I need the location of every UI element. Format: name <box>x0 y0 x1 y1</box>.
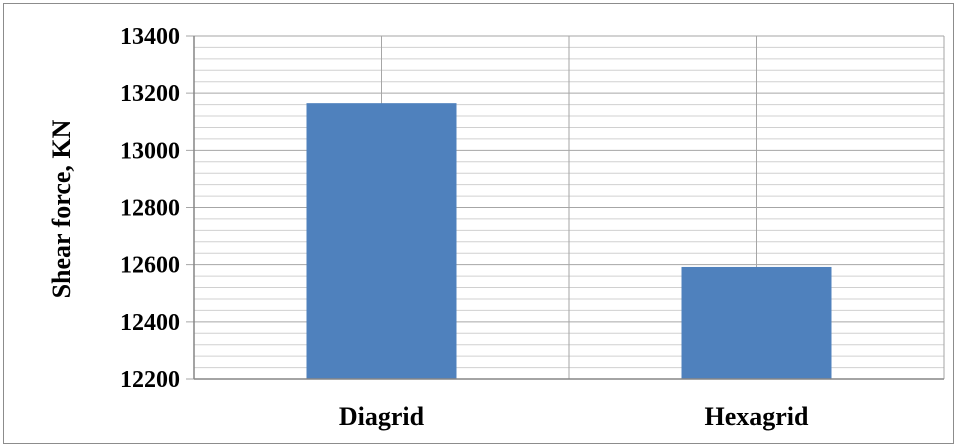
y-axis-title: Shear force, KN <box>47 119 76 298</box>
y-tick-label: 12800 <box>120 196 180 222</box>
bar-hexagrid <box>681 266 832 379</box>
y-tick-label: 13200 <box>120 81 180 107</box>
x-category-labels: Diagrid Hexagrid <box>339 402 809 431</box>
y-tick-label: 12400 <box>120 310 180 336</box>
x-category-label: Diagrid <box>339 402 425 431</box>
y-tick-label: 12200 <box>120 367 180 393</box>
y-tick-label: 13000 <box>120 138 180 164</box>
y-tick-label: 12600 <box>120 253 180 279</box>
y-tick-label: 13400 <box>120 24 180 50</box>
x-category-label: Hexagrid <box>705 402 810 431</box>
axes-group <box>193 36 944 380</box>
bar-diagrid <box>306 103 457 379</box>
y-tick-labels: 12200 12400 12600 12800 13000 13200 13400 <box>120 24 180 393</box>
bars-group <box>306 103 832 379</box>
